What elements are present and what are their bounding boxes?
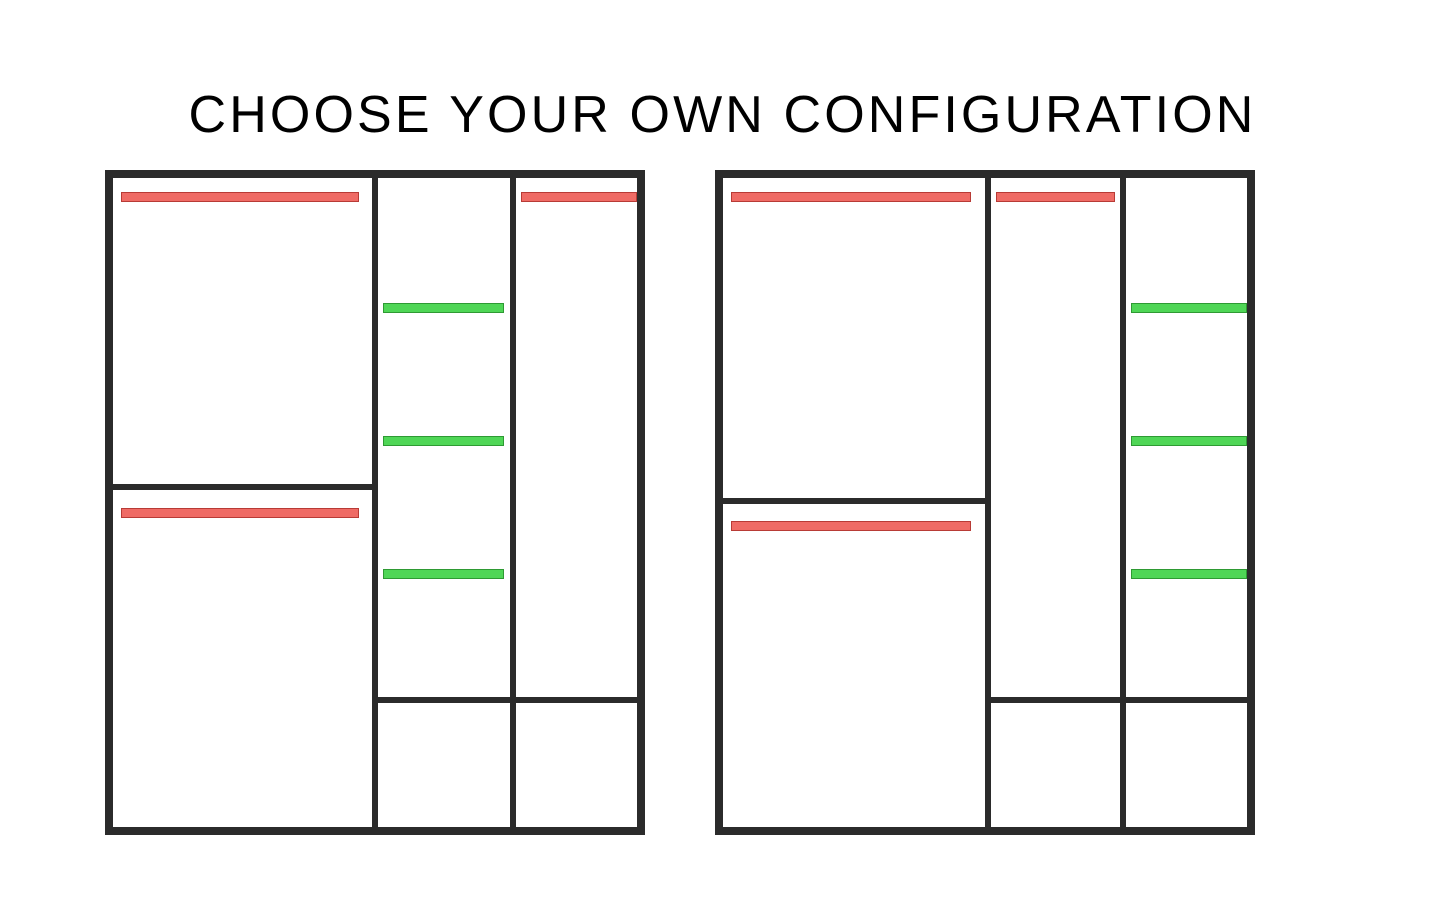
shelf (383, 569, 504, 579)
shelf (1131, 569, 1247, 579)
shelf (1131, 436, 1247, 446)
horizontal-divider (715, 498, 988, 504)
horizontal-divider (105, 484, 375, 490)
hanger-rail (731, 192, 971, 202)
hanger-rail (121, 508, 359, 518)
vertical-divider (372, 170, 378, 835)
shelf (383, 303, 504, 313)
shelf (1131, 303, 1247, 313)
horizontal-divider (988, 697, 1123, 703)
shelf (383, 436, 504, 446)
vertical-divider (510, 170, 516, 835)
cabinet-left (105, 170, 645, 835)
hanger-rail (121, 192, 359, 202)
hanger-rail (731, 521, 971, 531)
horizontal-divider (375, 697, 513, 703)
horizontal-divider (513, 697, 645, 703)
horizontal-divider (1123, 697, 1255, 703)
hanger-rail (996, 192, 1115, 202)
cabinet-right (715, 170, 1255, 835)
hanger-rail (521, 192, 637, 202)
vertical-divider (1120, 170, 1126, 835)
page-title: CHOOSE YOUR OWN CONFIGURATION (0, 85, 1445, 145)
